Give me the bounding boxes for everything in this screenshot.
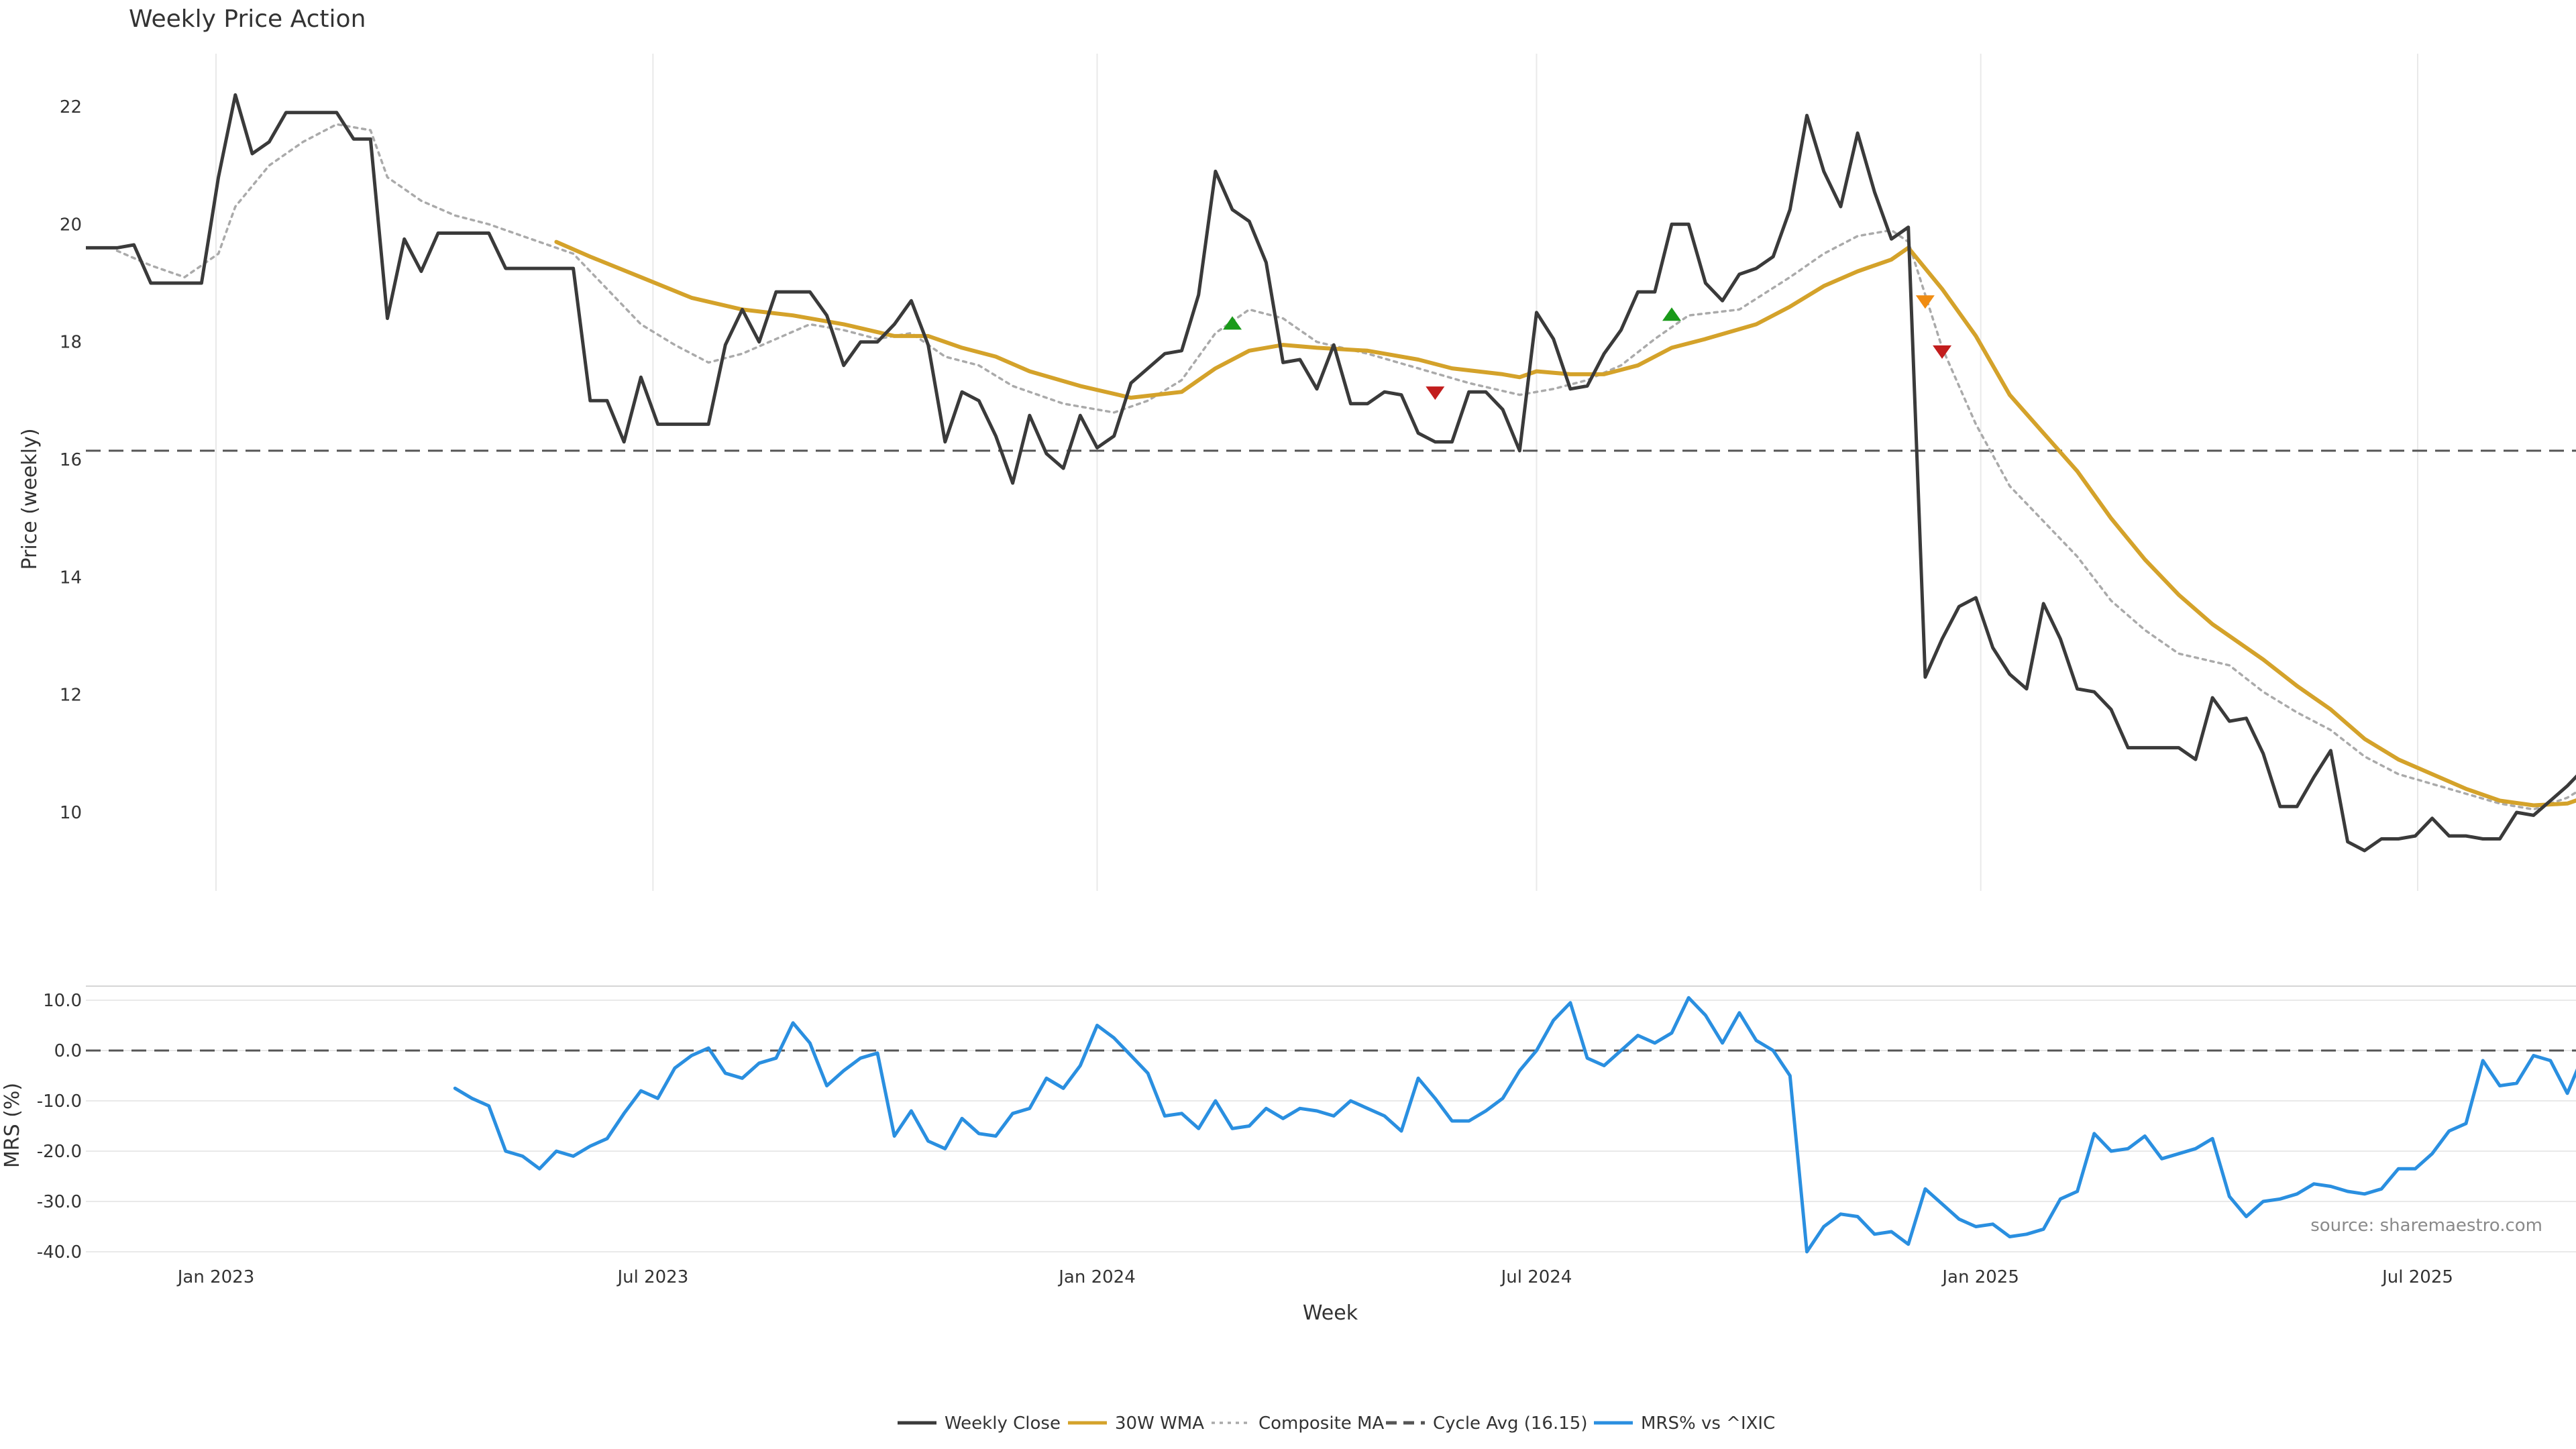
mrs-panel: -40.0 -30.0 -20.0 -10.0 0.0 10.0 MRS (%) sour… bbox=[1, 985, 2576, 1263]
x-tick-label: Jan 2024 bbox=[1057, 1267, 1136, 1287]
price-y-axis-label: Price (weekly) bbox=[18, 428, 42, 570]
price-y-tick-label: 14 bbox=[60, 568, 82, 588]
price-y-tick-label: 16 bbox=[60, 450, 82, 470]
chart-title: Weekly Price Action bbox=[129, 5, 366, 33]
price-y-tick-label: 18 bbox=[60, 333, 82, 353]
mrs-lines bbox=[86, 996, 2576, 1254]
price-y-tick-label: 10 bbox=[60, 803, 82, 823]
mrs-grid bbox=[86, 985, 2576, 1252]
composite-ma-line bbox=[115, 123, 2576, 811]
x-tick-label: Jul 2023 bbox=[616, 1267, 688, 1287]
x-tick-label: Jan 2025 bbox=[1941, 1267, 2019, 1287]
sell-signal-marker bbox=[1426, 386, 1445, 400]
x-axis-label: Week bbox=[1303, 1301, 1358, 1325]
price-y-tick-label: 12 bbox=[60, 686, 82, 706]
sell-signal-marker bbox=[1933, 345, 1952, 359]
legend-label: Composite MA bbox=[1258, 1413, 1384, 1434]
price-y-ticks: 10 12 14 16 18 20 22 bbox=[60, 97, 82, 823]
mrs-y-ticks: -40.0 -30.0 -20.0 -10.0 0.0 10.0 bbox=[37, 991, 82, 1263]
price-lines bbox=[86, 93, 2576, 853]
price-grid bbox=[215, 54, 2418, 891]
legend-label: MRS% vs ^IXIC bbox=[1641, 1413, 1775, 1434]
x-axis-ticks: Jan 2023 Jul 2023 Jan 2024 Jul 2024 Jan 2025… bbox=[176, 1267, 2453, 1287]
buy-signal-marker bbox=[1223, 316, 1242, 330]
x-tick-label: Jul 2024 bbox=[1500, 1267, 1572, 1287]
buy-signal-marker bbox=[1662, 307, 1682, 321]
signal-markers bbox=[1223, 295, 1952, 400]
mrs-y-tick-label: 0.0 bbox=[54, 1041, 82, 1061]
mrs-line bbox=[453, 996, 2576, 1254]
source-note: source: sharemaestro.com bbox=[2310, 1216, 2542, 1236]
legend-label: Cycle Avg (16.15) bbox=[1433, 1413, 1587, 1434]
weekly-close-line bbox=[86, 93, 2576, 853]
mrs-y-tick-label: -30.0 bbox=[37, 1192, 82, 1212]
x-tick-label: Jan 2023 bbox=[176, 1267, 255, 1287]
wma-30w-line bbox=[554, 239, 2576, 808]
mrs-y-axis-label: MRS (%) bbox=[1, 1083, 24, 1168]
legend: Weekly Close 30W WMA Composite MA Cycle Avg… bbox=[898, 1413, 1775, 1434]
mrs-y-tick-label: 10.0 bbox=[43, 991, 82, 1011]
x-tick-label: Jul 2025 bbox=[2381, 1267, 2453, 1287]
mrs-y-tick-label: -20.0 bbox=[37, 1142, 82, 1162]
price-panel: 10 12 14 16 18 20 22 Price (weekly) bbox=[18, 54, 2576, 891]
price-y-tick-label: 20 bbox=[60, 215, 82, 235]
mrs-y-tick-label: -40.0 bbox=[37, 1242, 82, 1263]
price-y-tick-label: 22 bbox=[60, 97, 82, 117]
mrs-y-tick-label: -10.0 bbox=[37, 1091, 82, 1112]
legend-label: Weekly Close bbox=[945, 1413, 1061, 1434]
legend-label: 30W WMA bbox=[1115, 1413, 1204, 1434]
sell-signal-marker bbox=[1915, 295, 1935, 309]
